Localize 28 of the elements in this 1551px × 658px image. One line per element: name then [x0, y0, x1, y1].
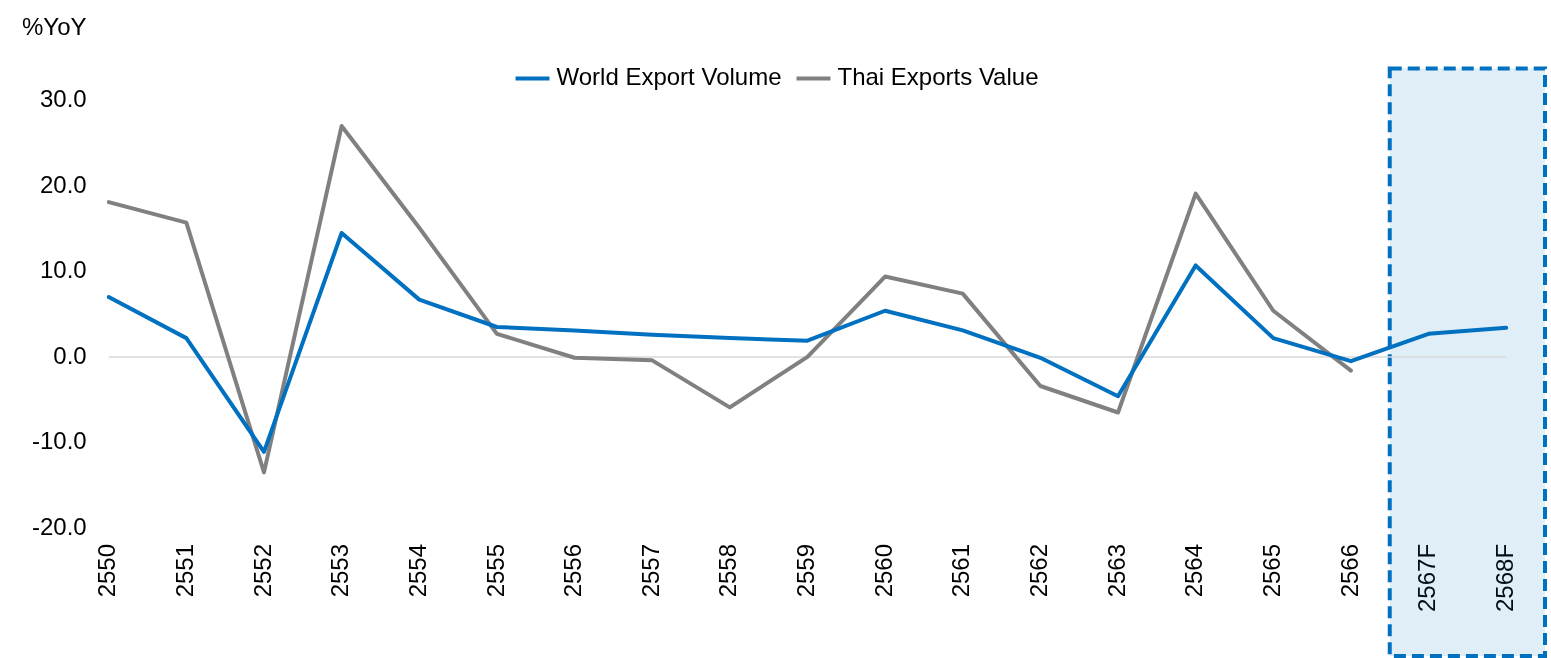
- y-tick-label: 0.0: [53, 341, 87, 369]
- x-tick-label: 2563: [1102, 543, 1130, 598]
- x-tick-label: 2559: [792, 543, 820, 598]
- y-tick-label: -20.0: [32, 512, 87, 540]
- y-tick-label: -10.0: [32, 427, 87, 455]
- x-tick-label: 2567F: [1413, 543, 1441, 613]
- x-tick-label: 2562: [1024, 543, 1052, 598]
- y-tick-label: 20.0: [39, 170, 87, 198]
- x-tick-label: 2552: [248, 543, 276, 598]
- y-tick-label: 10.0: [39, 256, 87, 284]
- x-tick-label: 2568F: [1490, 543, 1518, 613]
- x-tick-label: 2557: [636, 543, 664, 598]
- x-tick-label: 2555: [481, 543, 509, 598]
- x-tick-label: 2565: [1257, 543, 1285, 598]
- y-axis-title: %YoY: [22, 12, 87, 40]
- x-tick-label: 2554: [403, 543, 431, 598]
- x-tick-label: 2560: [869, 543, 897, 598]
- x-tick-label: 2550: [93, 543, 121, 598]
- x-tick-label: 2566: [1335, 543, 1363, 598]
- x-tick-label: 2553: [326, 543, 354, 598]
- x-tick-label: 2556: [559, 543, 587, 598]
- x-tick-label: 2558: [714, 543, 742, 598]
- y-tick-label: 30.0: [39, 85, 87, 113]
- x-tick-label: 2551: [170, 543, 198, 598]
- x-tick-label: 2561: [947, 543, 975, 598]
- x-tick-label: 2564: [1180, 543, 1208, 598]
- legend-label: World Export Volume: [556, 63, 782, 91]
- legend-label: Thai Exports Value: [837, 63, 1039, 91]
